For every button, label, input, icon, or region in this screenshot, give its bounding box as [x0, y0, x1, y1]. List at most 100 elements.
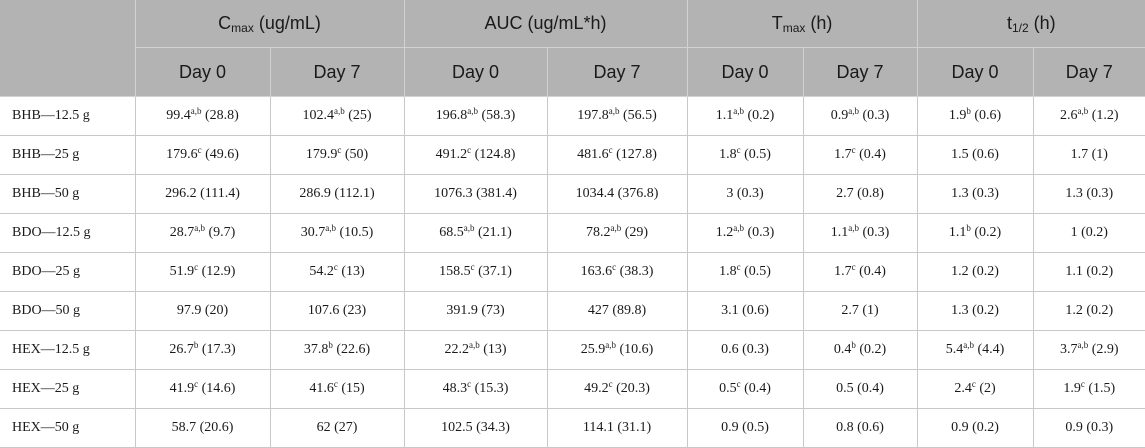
- cell-value: 78.2: [585, 225, 611, 240]
- cell-superscript: c: [194, 262, 199, 272]
- table-cell: 1.8c (0.5): [687, 252, 804, 292]
- row-label: HEX—12.5 g: [0, 330, 136, 370]
- table-row: BDO—12.5 g 28.7a,b (9.7) 30.7a,b (10.5) 68.…: [0, 213, 1145, 253]
- cell-sd: (0.4): [740, 381, 771, 396]
- cell-value: 25.9: [580, 342, 606, 357]
- row-label: HEX—50 g: [0, 408, 136, 448]
- cell-sd: (0.3): [743, 225, 775, 240]
- cell-sd: (49.6): [201, 147, 239, 162]
- table-body: BHB—12.5 g 99.4a,b (28.8) 102.4a,b (25) 196…: [0, 96, 1145, 448]
- table-cell: 0.9 (0.5): [687, 408, 804, 448]
- table-cell: 2.4c (2): [917, 369, 1034, 409]
- cell-value: 391.9 (73): [446, 303, 505, 318]
- cell-sd: (10.6): [615, 342, 654, 357]
- cell-value: 0.5 (0.4): [836, 381, 884, 396]
- table-cell: 5.4a,b (4.4): [917, 330, 1034, 370]
- header-day7: Day 7: [270, 47, 405, 97]
- table-cell: 41.6c (15): [270, 369, 405, 409]
- cell-value: 58.7 (20.6): [171, 420, 234, 435]
- cell-value: 1.7: [834, 264, 852, 279]
- cell-superscript: c: [467, 379, 472, 389]
- table-cell: 0.9a,b (0.3): [803, 96, 918, 136]
- cell-value: 3.1 (0.6): [721, 303, 769, 318]
- cell-superscript: a,b: [1077, 340, 1089, 350]
- table-cell: 1.2a,b (0.3): [687, 213, 804, 253]
- cell-value: 1.7: [834, 147, 852, 162]
- table-cell: 99.4a,b (28.8): [135, 96, 271, 136]
- cell-value: 1.2: [715, 225, 734, 240]
- cell-superscript: b: [193, 340, 199, 350]
- header-day0: Day 0: [404, 47, 548, 97]
- row-label: BDO—12.5 g: [0, 213, 136, 253]
- table-row: BHB—12.5 g 99.4a,b (28.8) 102.4a,b (25) 196…: [0, 96, 1145, 136]
- cell-value: 179.6: [166, 147, 198, 162]
- cell-value: 49.2: [584, 381, 609, 396]
- header-cmax: Cmax (ug/mL): [135, 0, 405, 48]
- table-cell: 1.9c (1.5): [1033, 369, 1145, 409]
- cell-value: 68.5: [439, 225, 464, 240]
- table-cell: 1.8c (0.5): [687, 135, 804, 175]
- cell-superscript: a,b: [608, 106, 620, 116]
- cell-sd: (12.9): [198, 264, 236, 279]
- cell-value: 0.9 (0.2): [951, 420, 999, 435]
- table-cell: 3.7a,b (2.9): [1033, 330, 1145, 370]
- cell-value: 1 (0.2): [1070, 225, 1108, 240]
- cell-superscript: c: [1080, 379, 1085, 389]
- cell-value: 41.6: [309, 381, 334, 396]
- cell-value: 491.2: [435, 147, 468, 162]
- cell-superscript: a,b: [848, 223, 859, 233]
- cell-value: 1.8: [719, 147, 737, 162]
- header-corner: [0, 0, 136, 97]
- cell-superscript: a,b: [468, 340, 480, 350]
- table-cell: 97.9 (20): [135, 291, 271, 331]
- cell-value: 1.8: [719, 264, 737, 279]
- cell-value: 296.2 (111.4): [165, 186, 240, 201]
- table-cell: 2.7 (0.8): [803, 174, 918, 214]
- cell-superscript: b: [328, 340, 333, 350]
- header-half-life-unit: (h): [1028, 13, 1056, 33]
- cell-value: 1.3 (0.3): [951, 186, 999, 201]
- table-cell: 1.1a,b (0.3): [803, 213, 918, 253]
- cell-superscript: a,b: [610, 223, 622, 233]
- header-half-life-sub: 1/2: [1011, 21, 1029, 35]
- header-day7: Day 7: [1033, 47, 1145, 97]
- cell-value: 1.1: [715, 108, 734, 123]
- cell-value: 1.5 (0.6): [951, 147, 999, 162]
- cell-superscript: c: [197, 145, 202, 155]
- cell-value: 107.6 (23): [307, 303, 367, 318]
- cell-sd: (0.3): [859, 225, 890, 240]
- cell-value: 427 (89.8): [587, 303, 647, 318]
- header-day0: Day 0: [917, 47, 1034, 97]
- table-cell: 41.9c (14.6): [135, 369, 271, 409]
- table-cell: 107.6 (23): [270, 291, 405, 331]
- table-row: BDO—25 g 51.9c (12.9) 54.2c (13) 158.5c (37…: [0, 252, 1145, 292]
- cell-sd: (37.1): [474, 264, 512, 279]
- cell-sd: (20.3): [612, 381, 650, 396]
- cell-sd: (0.4): [855, 147, 886, 162]
- cell-superscript: c: [337, 145, 342, 155]
- cell-sd: (1.2): [1088, 108, 1119, 123]
- table-cell: 1.1 (0.2): [1033, 252, 1145, 292]
- cell-superscript: a,b: [733, 106, 744, 116]
- cell-superscript: c: [467, 145, 472, 155]
- header-day0: Day 0: [135, 47, 271, 97]
- cell-sd: (13): [479, 342, 507, 357]
- header-group-row: Cmax (ug/mL) AUC (ug/mL*h) Tmax (h) t1/2…: [0, 0, 1145, 97]
- cell-superscript: a,b: [605, 340, 616, 350]
- cell-value: 179.9: [305, 147, 338, 162]
- row-label: BDO—50 g: [0, 291, 136, 331]
- table-cell: 1.3 (0.3): [917, 174, 1034, 214]
- cell-superscript: a,b: [467, 106, 478, 116]
- row-label: BDO—25 g: [0, 252, 136, 292]
- table-cell: 25.9a,b (10.6): [547, 330, 688, 370]
- table-row: HEX—50 g 58.7 (20.6) 62 (27) 102.5 (34.3) 11…: [0, 408, 1145, 448]
- table-cell: 163.6c (38.3): [547, 252, 688, 292]
- cell-value: 481.6: [577, 147, 609, 162]
- table-cell: 1.7c (0.4): [803, 252, 918, 292]
- cell-value: 41.9: [169, 381, 195, 396]
- table-cell: 54.2c (13): [270, 252, 405, 292]
- cell-superscript: a,b: [733, 223, 744, 233]
- cell-superscript: c: [971, 379, 976, 389]
- cell-sd: (2): [975, 381, 996, 396]
